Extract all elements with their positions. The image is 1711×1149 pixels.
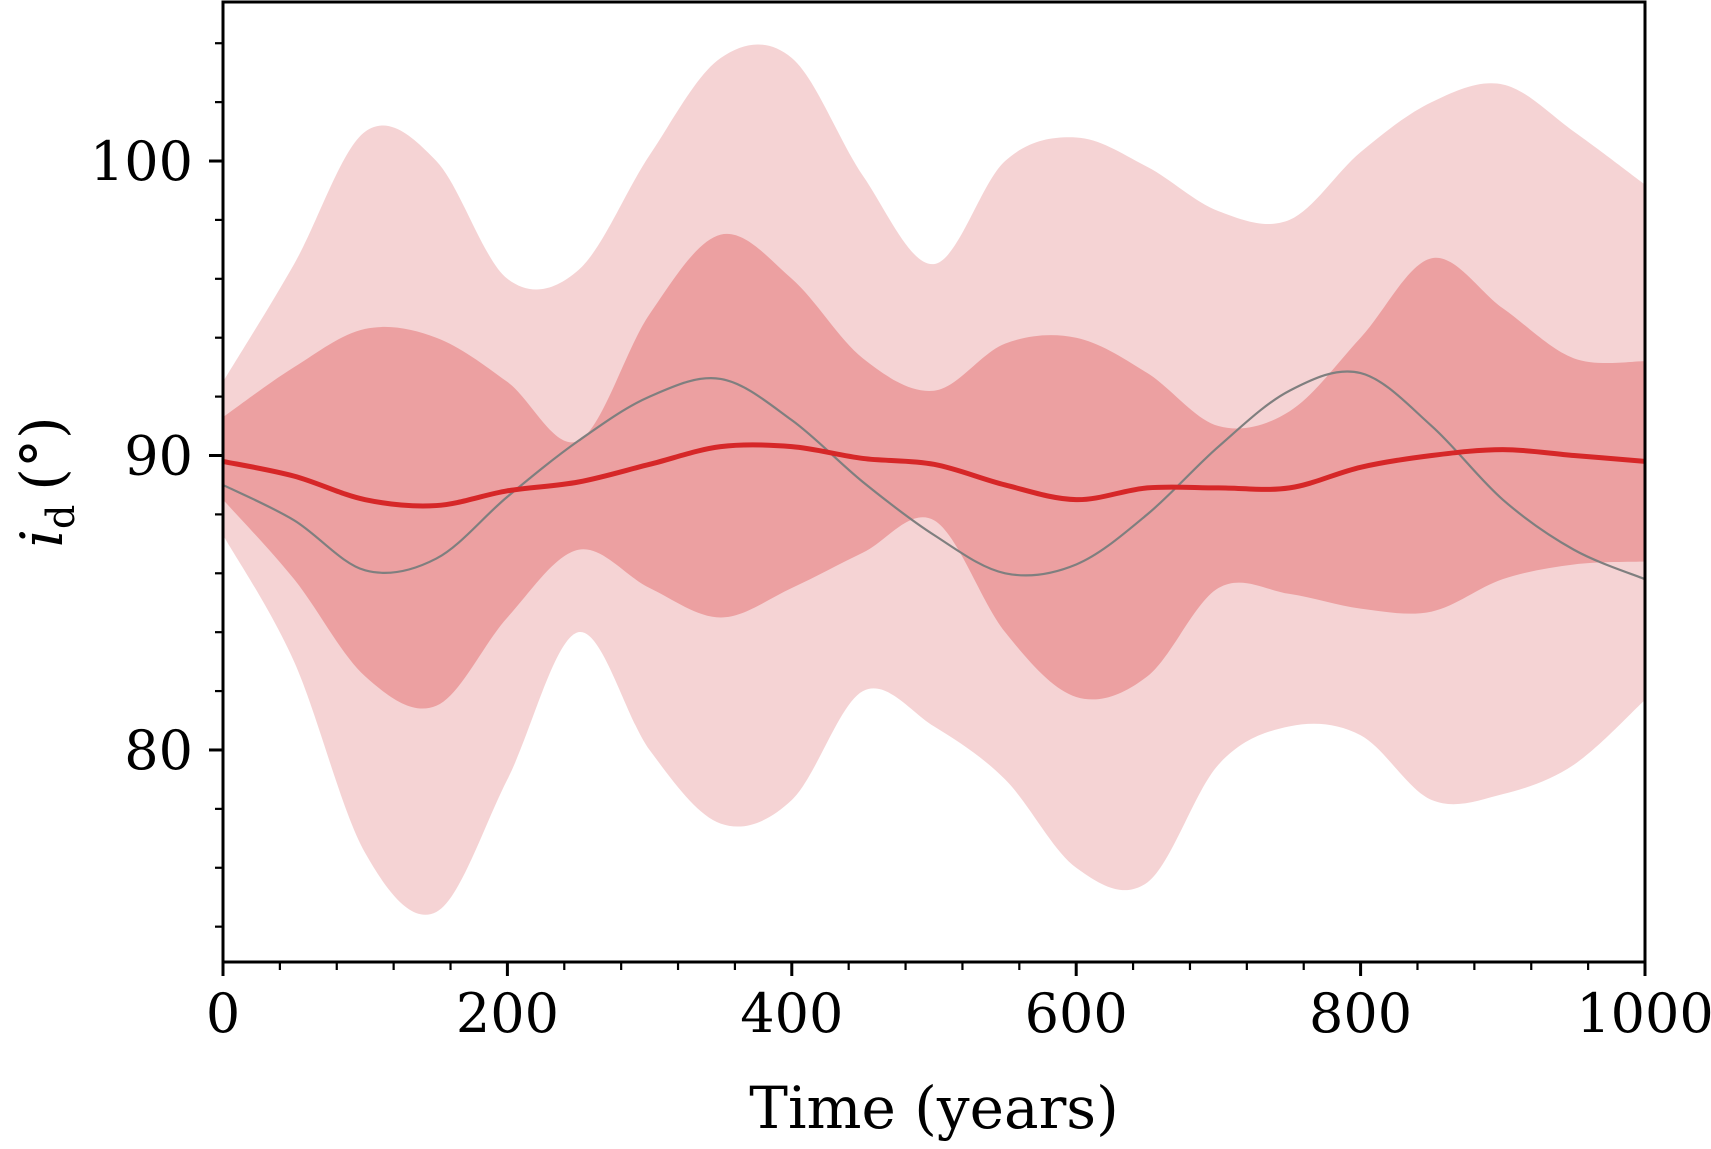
y-axis-label-subscript: d [39, 505, 83, 529]
x-axis-label: Time (years) [749, 1074, 1118, 1142]
y-axis: 80 90 100 [90, 42, 223, 928]
y-axis-label-symbol: i [8, 529, 76, 548]
y-tick-label: 80 [124, 719, 193, 782]
plot-area [223, 44, 1645, 915]
y-tick-label: 100 [90, 130, 193, 193]
y-tick-label: 90 [124, 424, 193, 487]
x-tick-label: 400 [740, 982, 843, 1045]
x-tick-label: 600 [1025, 982, 1128, 1045]
x-tick-label: 800 [1309, 982, 1412, 1045]
reference-line [223, 370, 1645, 581]
axes-frame [221, 0, 1647, 964]
mean-line [223, 442, 1645, 509]
y-axis-label-unit: (°) [8, 416, 76, 490]
x-tick-label: 0 [206, 982, 240, 1045]
x-axis: 0 200 400 600 800 1000 [206, 962, 1711, 1045]
inner-band [223, 233, 1645, 709]
x-tick-label: 200 [456, 982, 559, 1045]
y-axis-label: id (°) [8, 416, 83, 547]
x-tick-label: 1000 [1576, 982, 1711, 1045]
svg-text:id(°): id (°) [8, 416, 83, 547]
